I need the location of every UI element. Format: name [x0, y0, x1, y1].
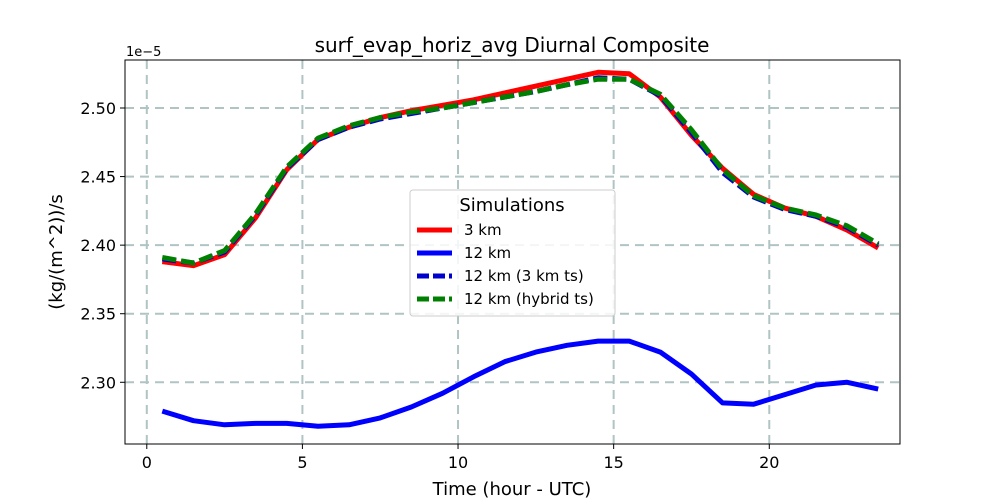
x-tick-label: 0: [142, 453, 152, 472]
legend: Simulations 3 km 12 km 12 km (3 km ts) 12 k…: [409, 189, 616, 317]
legend-title: Simulations: [459, 195, 564, 216]
plot-frame: [124, 59, 901, 445]
grid: [125, 60, 900, 444]
series-line-3: [161, 76, 880, 266]
legend-label-2: 12 km (3 km ts): [464, 267, 584, 285]
legend-label-0: 3 km: [464, 221, 502, 239]
y-tick-label: 2.30: [80, 373, 116, 392]
y-offset-label: 1e−5: [126, 45, 161, 60]
y-tick-label: 2.50: [80, 99, 116, 118]
x-tick-label: 5: [297, 453, 307, 472]
y-tick-label: 2.35: [80, 305, 116, 324]
legend-label-3: 12 km (hybrid ts): [464, 290, 594, 308]
x-tick-label: 15: [603, 453, 623, 472]
y-axis-label: (kg/(m^2))/s: [46, 194, 67, 310]
axis-ticks: 0 5 10 15 20 2.30 2.35 2.40 2.45 2.50: [80, 99, 779, 472]
legend-box: [409, 189, 616, 317]
series-lines: [161, 69, 880, 429]
chart-title: surf_evap_horiz_avg Diurnal Composite: [315, 33, 710, 57]
series-line-1: [161, 338, 879, 429]
x-tick-label: 10: [448, 453, 468, 472]
legend-label-1: 12 km: [464, 244, 511, 262]
legend-entries: 3 km 12 km 12 km (3 km ts) 12 km (hybrid ts…: [417, 221, 594, 308]
y-tick-label: 2.45: [80, 168, 116, 187]
y-tick-label: 2.40: [80, 236, 116, 255]
x-tick-label: 20: [759, 453, 779, 472]
x-axis-label: Time (hour - UTC): [432, 479, 592, 500]
